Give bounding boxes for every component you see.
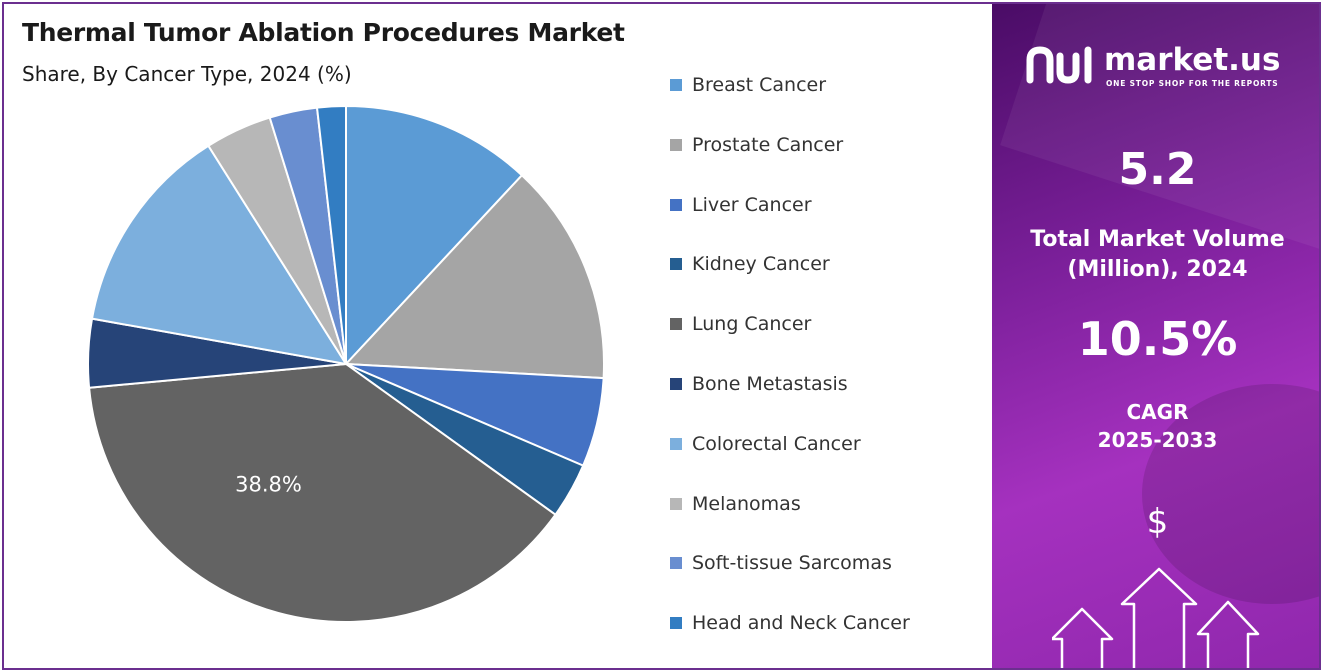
market-volume-label-line1: Total Market Volume bbox=[1030, 227, 1285, 252]
brand-logo: market.us ONE STOP SHOP FOR THE REPORTS bbox=[1026, 42, 1316, 92]
legend-label: Soft-tissue Sarcomas bbox=[692, 552, 892, 575]
pie-slice-colorectal-cancer bbox=[90, 144, 349, 366]
pie-slice-prostate-cancer bbox=[343, 173, 605, 380]
legend-label: Melanomas bbox=[692, 492, 801, 515]
legend-swatch bbox=[670, 318, 682, 331]
legend-swatch bbox=[670, 378, 682, 390]
legend-item: Colorectal Cancer bbox=[670, 431, 861, 457]
legend-item: Prostate Cancer bbox=[670, 132, 843, 158]
dollar-sign: $ bbox=[1146, 502, 1169, 542]
brand-tagline: ONE STOP SHOP FOR THE REPORTS bbox=[1106, 79, 1279, 88]
growth-arrows-icon bbox=[1052, 567, 1260, 668]
legend-swatch bbox=[670, 198, 682, 211]
legend-item: Liver Cancer bbox=[670, 192, 812, 218]
chart-subtitle: Share, By Cancer Type, 2024 (%) bbox=[22, 62, 352, 86]
legend-label: Kidney Cancer bbox=[692, 253, 830, 276]
cagr-label: CAGR bbox=[1126, 400, 1189, 424]
legend-item: Lung Cancer bbox=[670, 311, 811, 337]
legend-label: Head and Neck Cancer bbox=[692, 612, 910, 635]
pie-slice-lung-cancer bbox=[88, 362, 557, 623]
market-volume-value: 5.2 bbox=[1118, 144, 1197, 195]
data-label-lung-cancer: 38.8% bbox=[235, 472, 302, 496]
legend-item: Melanomas bbox=[670, 491, 801, 517]
legend-swatch bbox=[670, 617, 682, 630]
info-panel: market.us ONE STOP SHOP FOR THE REPORTS … bbox=[992, 4, 1319, 668]
cagr-value: 10.5% bbox=[1077, 312, 1238, 366]
legend-label: Bone Metastasis bbox=[692, 373, 848, 395]
legend-item: Bone Metastasis bbox=[670, 371, 848, 397]
market-us-logo-icon bbox=[1026, 46, 1092, 84]
brand-name: market.us bbox=[1104, 42, 1281, 78]
legend-swatch bbox=[670, 497, 682, 510]
legend-swatch bbox=[670, 79, 682, 91]
legend-label: Liver Cancer bbox=[692, 193, 812, 216]
decorative-shape bbox=[1000, 4, 1319, 251]
cagr-period: 2025-2033 bbox=[1097, 428, 1218, 452]
legend-item: Soft-tissue Sarcomas bbox=[670, 550, 892, 576]
market-volume-label-line2: (Million), 2024 bbox=[1067, 257, 1248, 282]
legend-label: Lung Cancer bbox=[692, 313, 812, 336]
legend-swatch bbox=[670, 138, 682, 151]
legend-label: Colorectal Cancer bbox=[692, 432, 861, 455]
pie-slice-breast-cancer bbox=[345, 104, 524, 367]
legend-item: Breast Cancer bbox=[670, 72, 826, 98]
legend-item: Kidney Cancer bbox=[670, 251, 830, 277]
legend-swatch bbox=[670, 557, 682, 570]
pie-chart: 38.8% bbox=[87, 104, 605, 623]
legend-swatch bbox=[670, 437, 682, 450]
legend-label: Prostate Cancer bbox=[692, 133, 844, 156]
pie-slice-head-and-neck-cancer bbox=[315, 104, 347, 365]
legend-item: Head and Neck Cancer bbox=[670, 610, 910, 636]
legend-label: Breast Cancer bbox=[692, 74, 827, 96]
chart-title: Thermal Tumor Ablation Procedures Market bbox=[22, 18, 625, 47]
legend-swatch bbox=[670, 258, 682, 271]
